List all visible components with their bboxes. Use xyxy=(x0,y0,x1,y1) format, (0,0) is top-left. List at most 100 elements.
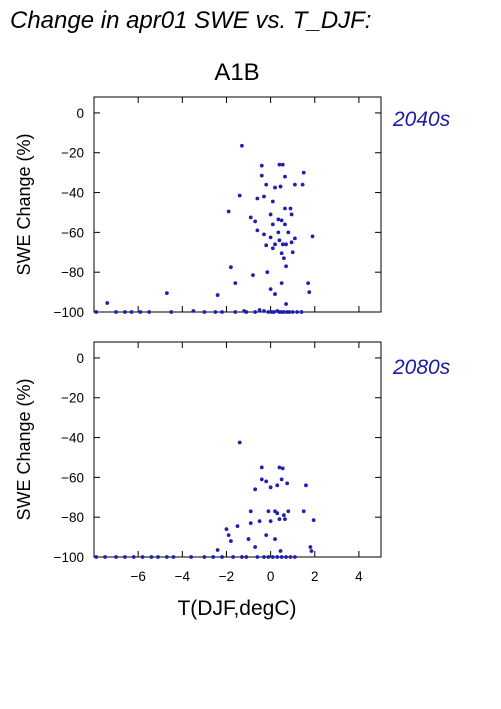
data-point xyxy=(246,537,251,541)
data-point xyxy=(244,555,249,559)
data-point xyxy=(299,310,304,314)
data-point xyxy=(244,310,249,314)
data-point xyxy=(237,440,242,445)
data-point xyxy=(280,162,285,167)
y-tick-label: −80 xyxy=(61,265,84,280)
data-point xyxy=(228,539,233,543)
y-tick-label: −20 xyxy=(61,146,84,161)
data-point xyxy=(228,265,233,270)
data-point xyxy=(300,182,305,187)
data-point xyxy=(264,533,269,538)
data-point xyxy=(278,549,283,553)
data-point xyxy=(281,310,286,314)
data-point xyxy=(268,287,273,292)
data-point xyxy=(257,519,262,524)
panel-2080s: 0−20−40−60−80−100 −6 −4 −2 0 2 4 SWE Change (… xyxy=(14,341,451,584)
data-point xyxy=(265,270,270,275)
y-tick-label: −100 xyxy=(54,550,84,565)
data-point xyxy=(215,548,220,552)
data-point xyxy=(277,162,282,167)
data-point xyxy=(231,555,235,559)
data-point xyxy=(262,232,266,237)
data-point xyxy=(277,465,282,470)
data-point xyxy=(278,184,283,189)
data-point xyxy=(270,222,275,227)
data-point xyxy=(191,309,196,313)
y-tick-label: 0 xyxy=(76,351,84,366)
data-point xyxy=(202,555,207,559)
data-point xyxy=(281,513,286,518)
data-point xyxy=(255,555,260,559)
data-point xyxy=(275,511,280,516)
data-point xyxy=(255,196,260,201)
data-point xyxy=(286,230,291,235)
data-point xyxy=(202,310,207,314)
data-point xyxy=(235,524,240,529)
data-point xyxy=(103,555,107,559)
data-point xyxy=(248,215,253,220)
data-point xyxy=(289,212,294,217)
y-tick-label: −60 xyxy=(61,225,84,240)
data-point xyxy=(262,194,266,199)
y-tick-label: −40 xyxy=(61,431,84,446)
data-point xyxy=(268,519,273,524)
data-point xyxy=(233,281,238,286)
scenario-label: A1B xyxy=(214,59,259,86)
data-point xyxy=(169,310,174,314)
data-point xyxy=(306,281,311,286)
data-point xyxy=(156,555,160,559)
data-point xyxy=(273,185,277,190)
data-point xyxy=(301,509,306,514)
data-point xyxy=(286,509,291,514)
scatter-series xyxy=(94,440,316,559)
data-point xyxy=(164,291,169,295)
data-point xyxy=(281,256,286,261)
panel-2040s: 0 −20 −40 −60 −80 −100 SWE Change (%) 2040s xyxy=(14,96,451,320)
data-point xyxy=(220,310,224,314)
data-point xyxy=(147,310,152,314)
data-point xyxy=(253,219,258,224)
y-tick-label: −20 xyxy=(61,391,84,406)
data-point xyxy=(272,310,276,314)
y-tick-label: −100 xyxy=(54,305,84,320)
data-point xyxy=(105,301,110,305)
data-point xyxy=(287,310,292,314)
data-point xyxy=(215,293,220,297)
data-point xyxy=(262,555,266,559)
data-point xyxy=(220,555,224,559)
period-label: 2040s xyxy=(392,108,451,131)
data-point xyxy=(309,549,314,553)
data-point xyxy=(131,555,136,559)
data-point xyxy=(277,517,282,522)
data-point xyxy=(308,545,313,549)
data-point xyxy=(279,281,284,286)
data-point xyxy=(290,250,295,255)
data-point xyxy=(283,517,287,522)
data-point xyxy=(224,527,229,532)
data-point xyxy=(283,222,287,227)
y-tick-label: 0 xyxy=(76,106,84,121)
data-point xyxy=(264,479,269,484)
data-point xyxy=(253,487,258,492)
data-point xyxy=(248,509,253,514)
data-point xyxy=(279,218,284,223)
data-point xyxy=(189,555,194,559)
data-point xyxy=(264,243,269,248)
data-point xyxy=(213,310,218,314)
data-point xyxy=(283,206,287,211)
figure-title: Change in apr01 SWE vs. T_DJF: xyxy=(10,7,371,34)
data-point xyxy=(240,555,244,559)
data-point xyxy=(251,273,255,278)
data-point xyxy=(255,228,260,233)
data-point xyxy=(293,236,297,241)
data-point xyxy=(226,533,231,538)
y-tick-label: −60 xyxy=(61,470,84,485)
data-point xyxy=(233,310,238,314)
data-point xyxy=(240,143,244,148)
x-axis: −6 −4 −2 0 2 4 xyxy=(130,342,363,584)
data-point xyxy=(283,174,287,179)
data-point xyxy=(279,477,284,482)
data-point xyxy=(290,310,295,314)
data-point xyxy=(237,193,242,198)
data-point xyxy=(311,518,316,523)
